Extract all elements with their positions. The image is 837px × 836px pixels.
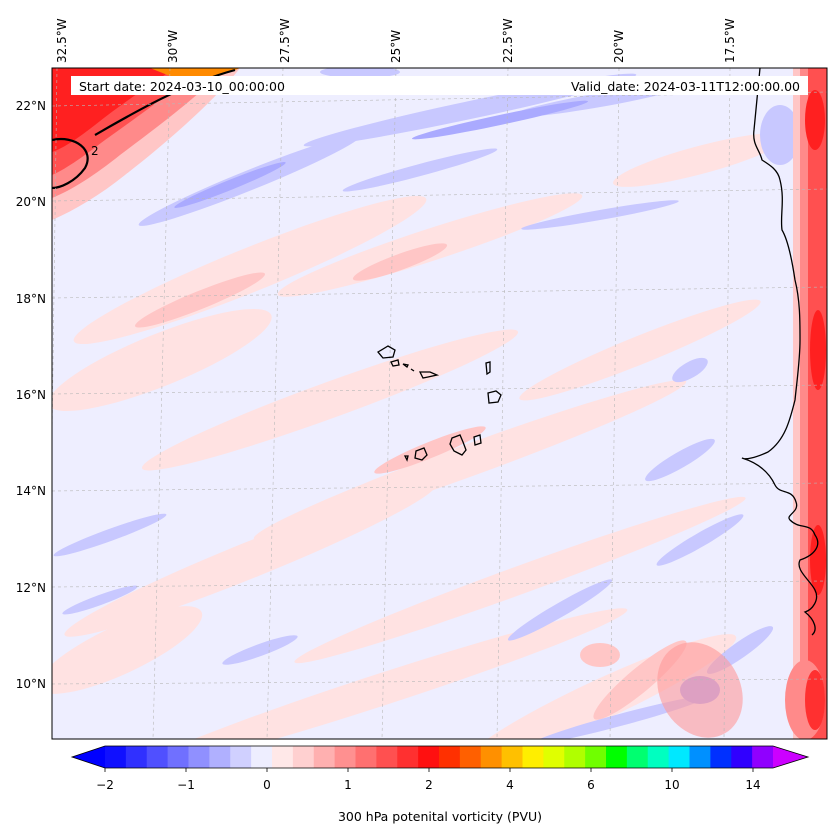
colorbar-segments	[105, 746, 774, 768]
lon-tick-label: 30°W	[166, 30, 180, 63]
colorbar-segment	[355, 746, 377, 768]
colorbar-segment	[543, 746, 565, 768]
colorbar-segment	[376, 746, 398, 768]
lon-tick-label: 22.5°W	[501, 18, 515, 63]
lat-tick-label: 20°N	[16, 195, 46, 209]
map-frame	[51, 67, 828, 740]
colorbar-segment	[439, 746, 461, 768]
colorbar: −2 −1 0 1 2 4 6 10 14 300 hPa potenital …	[70, 745, 810, 824]
cape-verde-islands	[377, 345, 502, 462]
colorbar-segment	[167, 746, 190, 768]
colorbar-segment	[585, 746, 607, 768]
lon-tick-label: 27.5°W	[278, 18, 292, 63]
colorbar-tick-label: 14	[745, 778, 760, 792]
colorbar-low-extend	[72, 746, 105, 768]
colorbar-segment	[689, 746, 711, 768]
lon-tick-label: 25°W	[389, 30, 403, 63]
colorbar-tick-label: −1	[177, 778, 195, 792]
colorbar-segment	[209, 746, 231, 768]
colorbar-segment	[731, 746, 753, 768]
colorbar-segment	[710, 746, 732, 768]
colorbar-segment	[418, 746, 440, 768]
colorbar-segment	[125, 746, 148, 768]
lon-tick-label: 17.5°W	[723, 18, 737, 63]
lat-tick-label: 22°N	[16, 99, 46, 113]
date-header-box	[71, 76, 808, 95]
lat-tick-label: 10°N	[16, 677, 46, 691]
colorbar-tick-label: 6	[587, 778, 595, 792]
colorbar-tick-label: −2	[96, 778, 114, 792]
colorbar-segment	[272, 746, 294, 768]
valid-date-text: Valid_date: 2024-03-11T12:00:00.00	[571, 79, 800, 94]
colorbar-segment	[251, 746, 273, 768]
colorbar-tick-label: 1	[344, 778, 352, 792]
lon-tick-label: 32.5°W	[55, 18, 69, 63]
colorbar-segment	[146, 746, 169, 768]
colorbar-segment	[105, 746, 127, 768]
colorbar-tick-label: 2	[425, 778, 433, 792]
colorbar-ticks	[104, 768, 754, 772]
coastline	[741, 68, 819, 636]
lon-tick-label: 20°W	[612, 30, 626, 63]
latitude-tick-labels: 22°N 20°N 18°N 16°N 14°N 12°N 10°N	[16, 99, 46, 691]
colorbar-segment	[480, 746, 503, 768]
colorbar-tick-label: 10	[664, 778, 679, 792]
colorbar-segment	[292, 746, 315, 768]
colorbar-segment	[459, 746, 482, 768]
lat-tick-label: 14°N	[16, 484, 46, 498]
colorbar-segment	[501, 746, 524, 768]
start-date-text: Start date: 2024-03-10_00:00:00	[79, 79, 285, 94]
colorbar-tick-label: 4	[506, 778, 514, 792]
colorbar-tick-label: 0	[263, 778, 271, 792]
colorbar-segment	[668, 746, 691, 768]
colorbar-segment	[397, 746, 419, 768]
colorbar-segment	[188, 746, 210, 768]
graticule	[52, 68, 827, 739]
colorbar-segment	[564, 746, 586, 768]
colorbar-segment	[313, 746, 336, 768]
colorbar-tick-labels: −2 −1 0 1 2 4 6 10 14	[96, 778, 760, 792]
longitude-tick-labels: 32.5°W 30°W 27.5°W 25°W 22.5°W 20°W 17.5…	[55, 18, 737, 63]
lat-tick-label: 12°N	[16, 581, 46, 595]
lat-tick-label: 16°N	[16, 388, 46, 402]
contour-label: 2	[91, 144, 99, 158]
colorbar-segment	[647, 746, 670, 768]
colorbar-high-extend	[773, 746, 808, 768]
colorbar-title: 300 hPa potenital vorticity (PVU)	[338, 809, 542, 824]
high-pv-east-edge	[657, 68, 827, 739]
colorbar-segment	[522, 746, 544, 768]
colorbar-segment	[606, 746, 628, 768]
colorbar-segment	[230, 746, 252, 768]
pv-field: 2	[52, 68, 827, 739]
colorbar-segment	[752, 746, 774, 768]
colorbar-segment	[626, 746, 649, 768]
colorbar-segment	[334, 746, 357, 768]
east-edge-band-inner	[808, 68, 827, 739]
lat-tick-label: 18°N	[16, 292, 46, 306]
